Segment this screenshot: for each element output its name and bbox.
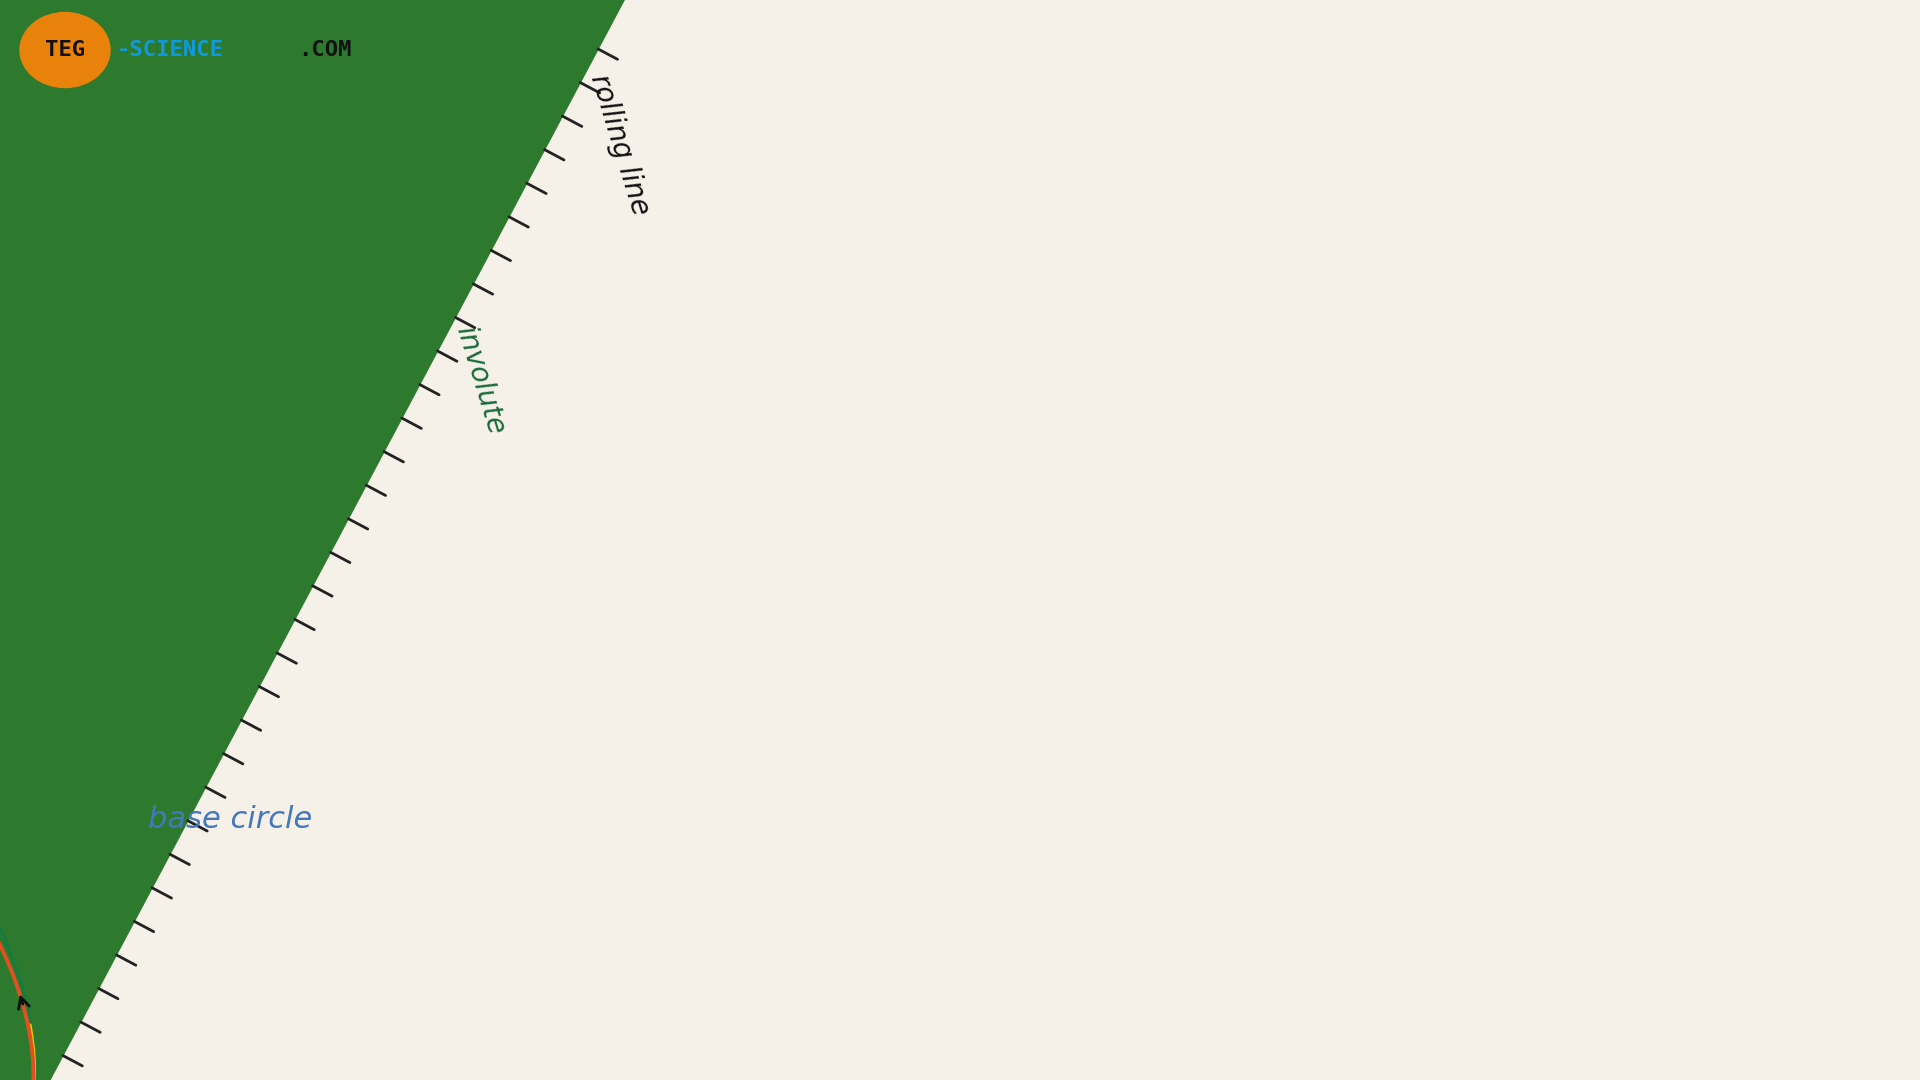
Text: .COM: .COM (298, 40, 351, 60)
Polygon shape (0, 1070, 215, 1080)
Text: involute: involute (449, 322, 511, 437)
Text: TEG: TEG (44, 40, 84, 60)
Ellipse shape (19, 13, 109, 87)
Text: -SCIENCE: -SCIENCE (117, 40, 223, 60)
Polygon shape (0, 0, 61, 1080)
Polygon shape (0, 0, 973, 1080)
Text: rolling line: rolling line (586, 71, 655, 219)
Text: base circle: base circle (148, 806, 313, 835)
